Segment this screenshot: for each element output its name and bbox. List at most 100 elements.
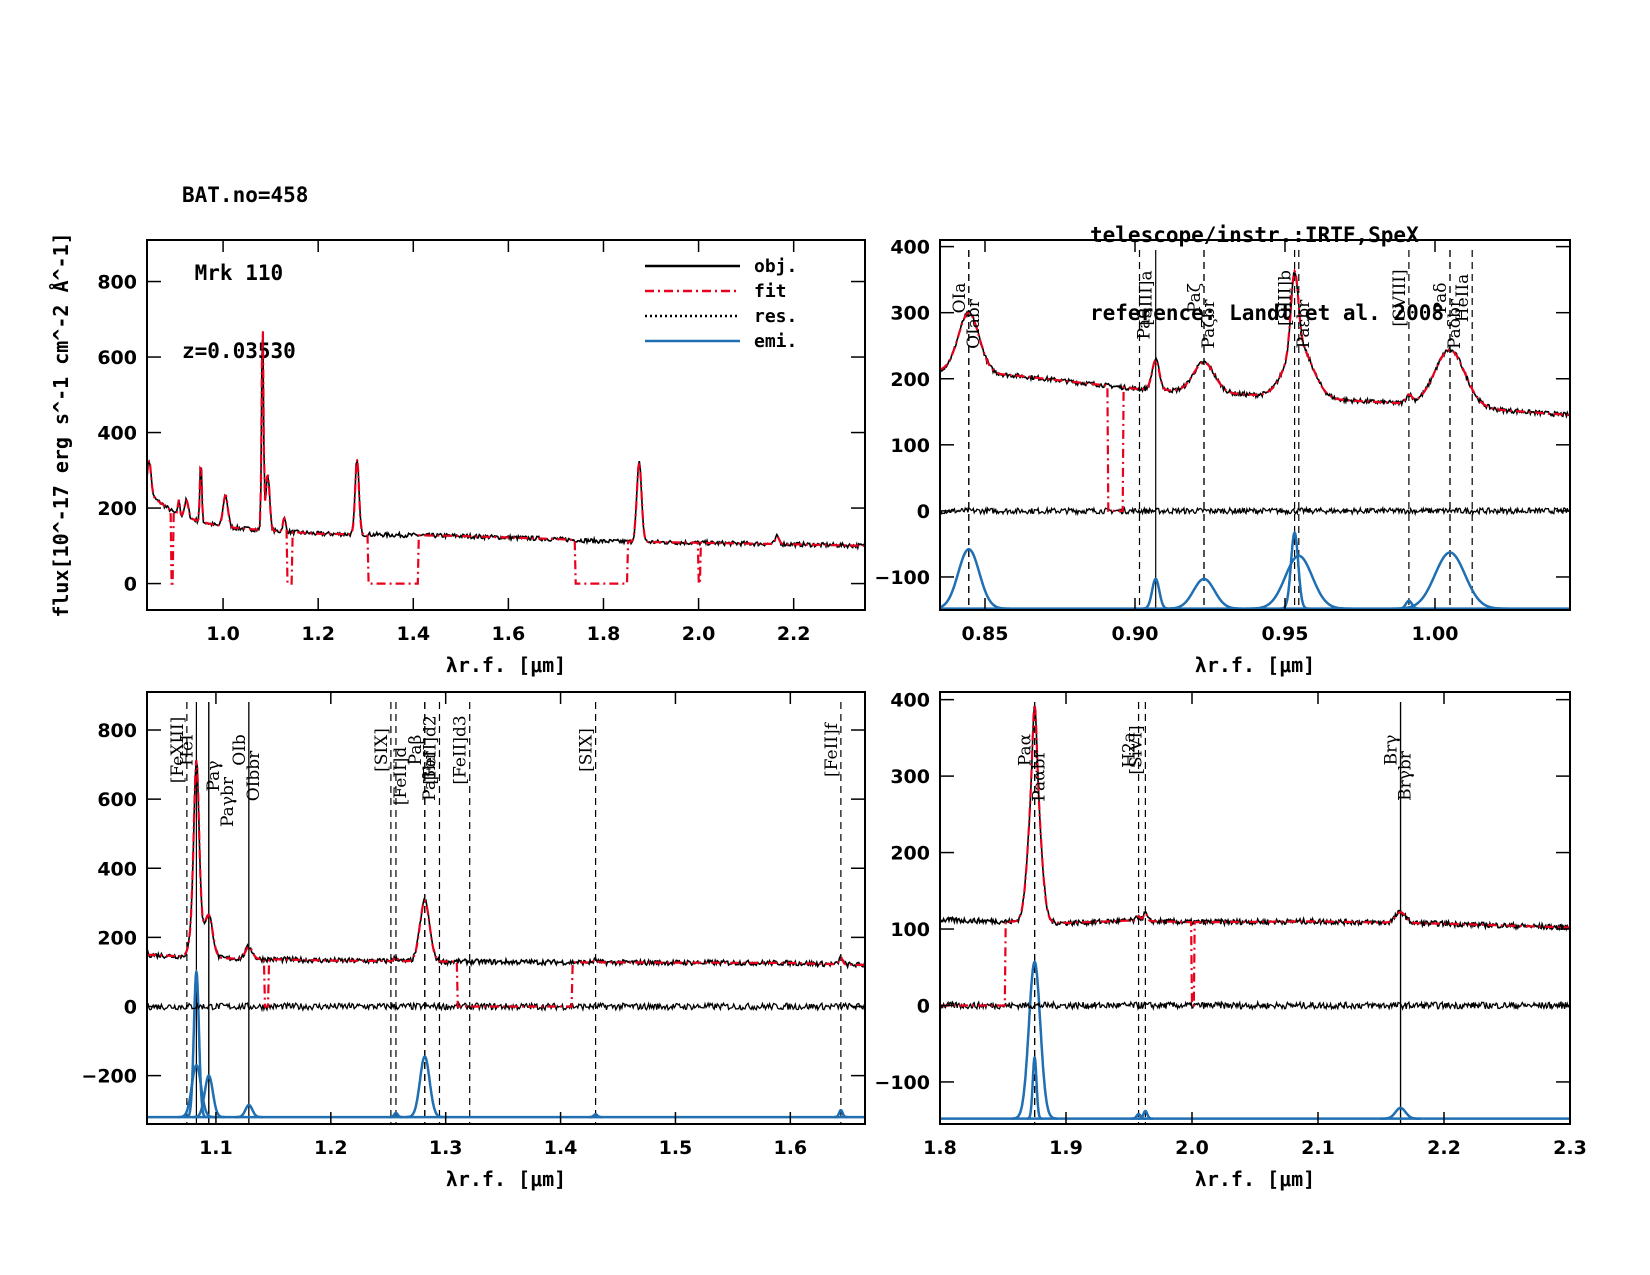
y-tick-label: 0 bbox=[917, 501, 930, 523]
line-label-0: Paα bbox=[1016, 733, 1036, 766]
line-label-10: Paδbr bbox=[1445, 298, 1465, 349]
line-label-4: OIb bbox=[230, 734, 250, 766]
x-tick-label: 1.8 bbox=[923, 1137, 957, 1159]
x-axis-label: λr.f. [μm] bbox=[1195, 1167, 1315, 1191]
y-tick-label: 200 bbox=[890, 369, 930, 391]
legend-label-2: res. bbox=[754, 306, 797, 327]
y-tick-label: 400 bbox=[890, 237, 930, 259]
line-label-6: [SIII]b bbox=[1276, 270, 1296, 326]
line-label-12: [SIX] bbox=[577, 728, 597, 772]
line-label-5: Paζbr bbox=[1199, 299, 1219, 349]
x-tick-label: 1.4 bbox=[544, 1137, 578, 1159]
line-label-1: HeI bbox=[177, 734, 197, 766]
object-spectrum bbox=[147, 760, 865, 970]
residual-line bbox=[940, 505, 1570, 517]
line-label-2: Paγ bbox=[204, 761, 224, 792]
x-tick-label: 2.0 bbox=[682, 623, 716, 645]
line-label-8: Paβ bbox=[406, 735, 426, 766]
residual-line bbox=[147, 1001, 865, 1013]
fit-spectrum bbox=[940, 704, 1570, 1007]
line-label-10: [FeII]d2 bbox=[420, 715, 440, 784]
emission-component-0 bbox=[186, 969, 207, 1119]
panel-frame bbox=[146, 239, 866, 611]
x-tick-label: 1.5 bbox=[659, 1137, 693, 1159]
y-tick-label: 0 bbox=[124, 996, 137, 1018]
line-label-7: Paεbr bbox=[1294, 299, 1314, 348]
y-tick-label: 200 bbox=[97, 498, 137, 520]
y-tick-label: 600 bbox=[97, 347, 137, 369]
redshift: z=0.03530 bbox=[182, 339, 296, 363]
header-info-left: BAT.no=458 Mrk 110 z=0.03530 bbox=[182, 130, 308, 390]
emission-component-1 bbox=[1026, 1055, 1043, 1120]
y-tick-label: 0 bbox=[917, 995, 930, 1017]
x-tick-label: 1.1 bbox=[199, 1137, 233, 1159]
panel-frame bbox=[939, 239, 1571, 611]
line-label-9: Paδ bbox=[1431, 282, 1451, 313]
emission-component-4 bbox=[1244, 554, 1353, 610]
emission-component-5 bbox=[1390, 551, 1510, 610]
emission-component-6 bbox=[588, 1113, 603, 1119]
y-tick-label: 200 bbox=[97, 927, 137, 949]
line-label-5: Brγbr bbox=[1396, 750, 1416, 801]
y-tick-label: 400 bbox=[97, 423, 137, 445]
y-tick-label: 200 bbox=[890, 843, 930, 865]
line-label-8: [SVIII] bbox=[1390, 269, 1410, 326]
line-label-3: [SiVI] bbox=[1126, 725, 1146, 774]
line-label-1: OIabr bbox=[964, 298, 984, 349]
line-label-0: [FeXIII] bbox=[168, 717, 188, 783]
y-tick-label: 100 bbox=[890, 435, 930, 457]
line-label-11: [FeII]d3 bbox=[451, 715, 471, 784]
y-tick-label: 300 bbox=[890, 766, 930, 788]
x-tick-label: 0.90 bbox=[1112, 623, 1159, 645]
emission-component-3 bbox=[1137, 1109, 1153, 1120]
y-tick-label: 800 bbox=[97, 272, 137, 294]
x-tick-label: 0.95 bbox=[1262, 623, 1309, 645]
panel-frame bbox=[939, 691, 1571, 1125]
x-tick-label: 2.1 bbox=[1301, 1137, 1335, 1159]
y-tick-label: 800 bbox=[97, 720, 137, 742]
y-tick-label: −100 bbox=[874, 1072, 930, 1094]
fit-spectrum bbox=[940, 268, 1570, 512]
emission-component-4 bbox=[405, 1055, 445, 1119]
x-tick-label: 2.2 bbox=[777, 623, 811, 645]
y-tick-label: 600 bbox=[97, 789, 137, 811]
x-tick-label: 2.3 bbox=[1553, 1137, 1587, 1159]
plot-area bbox=[147, 702, 865, 1124]
legend-label-1: fit bbox=[754, 281, 787, 302]
line-label-11: HeIIa bbox=[1453, 274, 1473, 322]
panel-full: 1.0 1.2 1.4 1.6 1.8 2.0 2.2 0 200 400 600 800 λr.f. … bbox=[49, 232, 866, 677]
y-tick-label: 300 bbox=[890, 303, 930, 325]
reference: reference: Landt et al. 2008 bbox=[1090, 301, 1445, 325]
x-tick-label: 2.2 bbox=[1427, 1137, 1461, 1159]
y-axis-label: flux[10^-17 erg s^-1 cm^-2 Å^-1] bbox=[49, 232, 73, 617]
y-tick-label: 100 bbox=[890, 919, 930, 941]
object-spectrum bbox=[147, 331, 865, 551]
emission-component-3 bbox=[235, 1103, 263, 1119]
legend-label-3: emi. bbox=[754, 331, 797, 352]
line-label-2: Paθ bbox=[1135, 308, 1155, 339]
line-label-9: Paβbr bbox=[420, 750, 440, 801]
emission-component-0 bbox=[1011, 960, 1058, 1120]
emission-component-2 bbox=[192, 1074, 225, 1119]
x-tick-label: 1.2 bbox=[314, 1137, 348, 1159]
emission-component-4 bbox=[1380, 1106, 1421, 1120]
x-axis-label: λr.f. [μm] bbox=[446, 653, 566, 677]
line-label-1: Paαbr bbox=[1030, 749, 1050, 801]
line-label-13: [FeII]f bbox=[822, 721, 842, 777]
line-label-6: [SIX] bbox=[372, 728, 392, 772]
x-axis-label: λr.f. [μm] bbox=[446, 1167, 566, 1191]
legend-label-0: obj. bbox=[754, 256, 797, 277]
x-tick-label: 0.85 bbox=[962, 623, 1009, 645]
emission-component-1 bbox=[178, 1063, 215, 1119]
y-tick-label: −100 bbox=[874, 567, 930, 589]
y-tick-label: −200 bbox=[81, 1066, 137, 1088]
x-tick-label: 1.0 bbox=[206, 623, 240, 645]
emission-component-6 bbox=[1396, 599, 1421, 610]
line-label-0: OIa bbox=[950, 283, 970, 314]
line-label-2: H2a bbox=[1120, 732, 1140, 768]
x-tick-label: 1.6 bbox=[773, 1137, 807, 1159]
